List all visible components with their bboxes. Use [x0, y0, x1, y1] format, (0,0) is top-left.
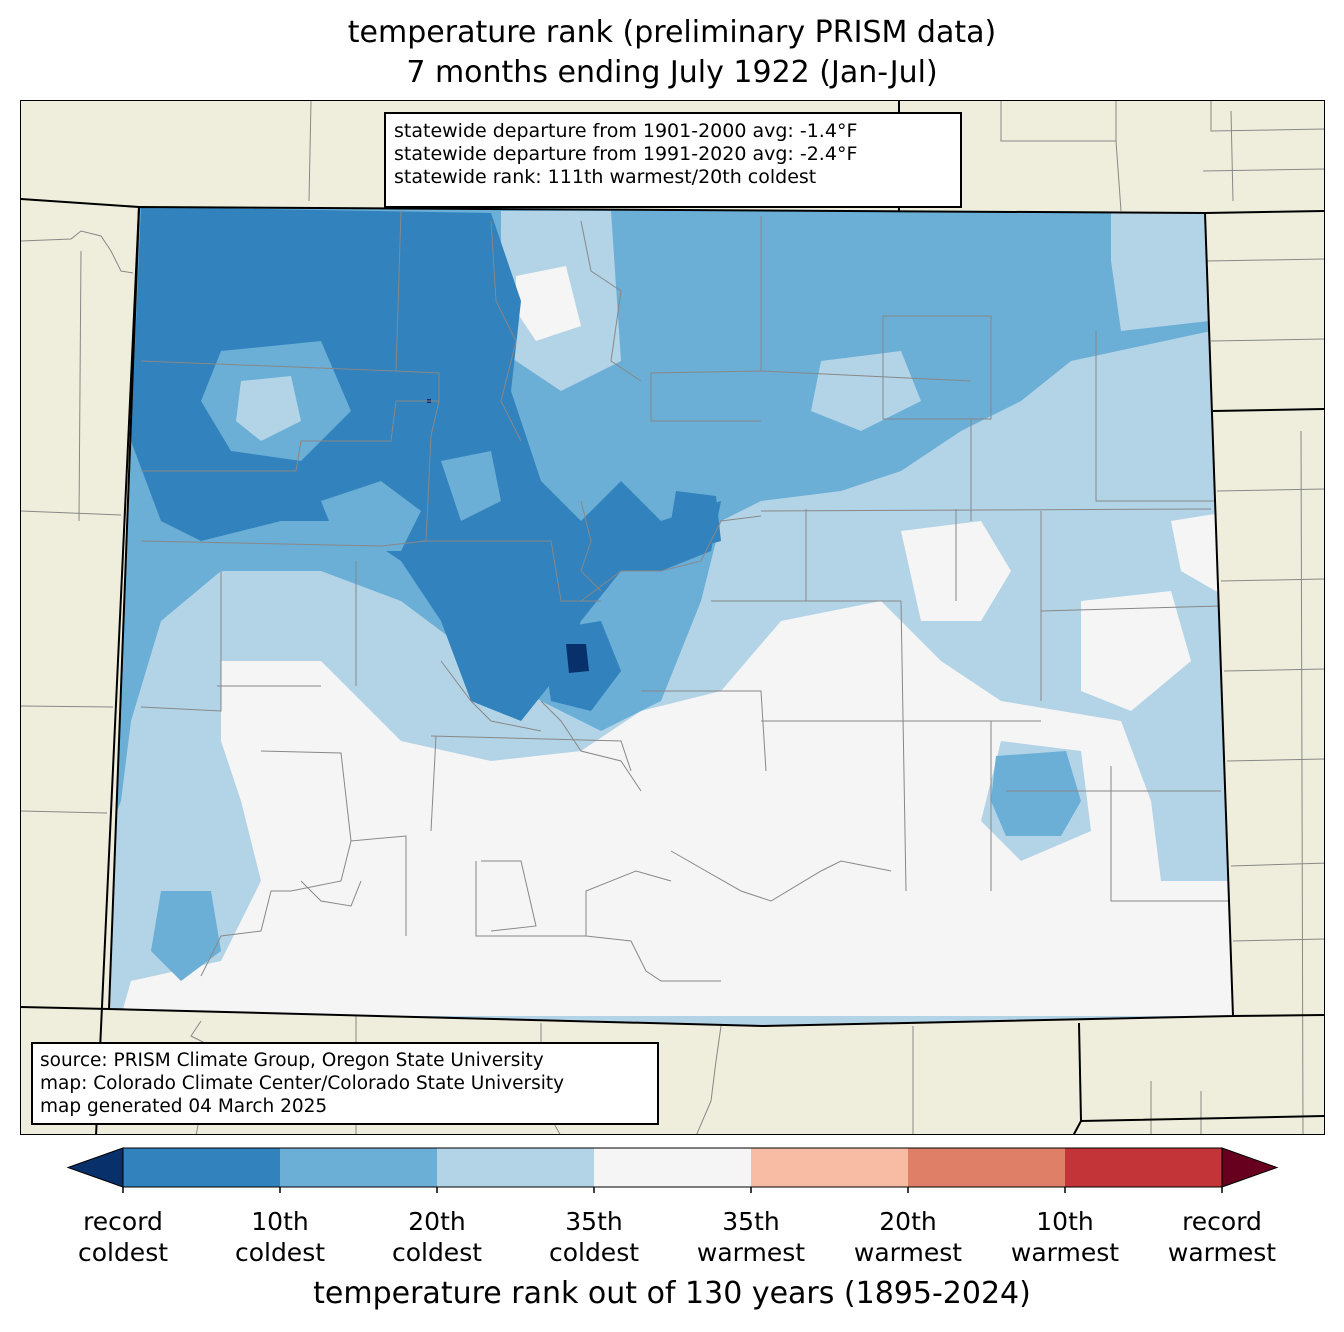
colorbar-extend-high — [1221, 1147, 1279, 1188]
map-title: temperature rank (preliminary PRISM data… — [347, 15, 997, 50]
map-panel — [20, 100, 1325, 1135]
colorbar-segment — [594, 1148, 751, 1187]
colorbar-segment — [280, 1148, 437, 1187]
colorbar-tick-label: 20th warmest — [853, 1207, 963, 1267]
colorbar-segment — [437, 1148, 594, 1187]
colorbar-tick-label: 20th coldest — [391, 1207, 483, 1267]
stats-line-1991-2020: statewide departure from 1991-2020 avg: … — [394, 143, 858, 165]
generated-date-line: map generated 04 March 2025 — [40, 1096, 328, 1117]
map-subtitle: 7 months ending July 1922 (Jan-Jul) — [406, 55, 938, 90]
colorbar-segment — [751, 1148, 908, 1187]
map-credit-line: map: Colorado Climate Center/Colorado St… — [40, 1073, 565, 1094]
colorbar-axis-label: temperature rank out of 130 years (1895-… — [313, 1276, 1031, 1311]
colorbar-tick-label: record warmest — [1167, 1207, 1277, 1267]
colorbar-tick-label: record coldest — [77, 1207, 169, 1267]
colorbar-segment — [123, 1148, 280, 1187]
colorbar — [66, 1147, 1279, 1193]
colorbar-extend-low — [66, 1147, 124, 1188]
colorbar-segment — [908, 1148, 1065, 1187]
colorbar-tick-label: 10th warmest — [1010, 1207, 1120, 1267]
colorado-county-lines — [140, 210, 1233, 982]
colorado-rank-map — [21, 101, 1324, 1134]
statewide-stats-box: statewide departure from 1901-2000 avg: … — [384, 112, 962, 208]
rank-fill — [109, 207, 1233, 1026]
colorado-border — [107, 205, 1235, 1028]
colorbar-tick-label: 10th coldest — [234, 1207, 326, 1267]
source-line: source: PRISM Climate Group, Oregon Stat… — [40, 1050, 544, 1071]
colorbar-tick-label: 35th coldest — [548, 1207, 640, 1267]
colorbar-tick-label: 35th warmest — [696, 1207, 806, 1267]
colorbar-segment — [1065, 1148, 1222, 1187]
stats-line-1901-2000: statewide departure from 1901-2000 avg: … — [394, 120, 858, 142]
record-coldest-patch — [566, 644, 589, 673]
source-credit-box: source: PRISM Climate Group, Oregon Stat… — [31, 1042, 659, 1125]
stats-line-rank: statewide rank: 111th warmest/20th colde… — [394, 166, 817, 188]
